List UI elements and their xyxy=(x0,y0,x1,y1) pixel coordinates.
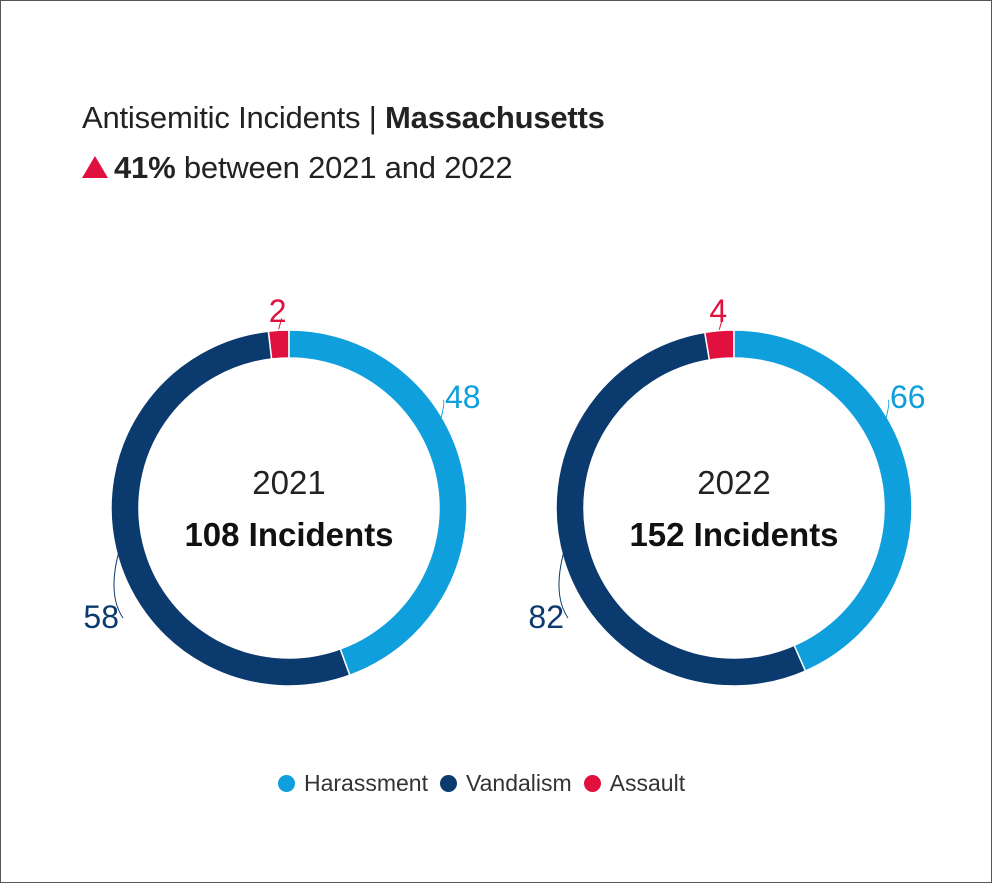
legend-dot-icon xyxy=(278,775,295,792)
data-label-assault: 2 xyxy=(269,293,287,329)
donut-chart-2021: 2021 108 Incidents 48 58 2 xyxy=(83,293,481,687)
leader-line-assault xyxy=(718,318,723,330)
chart-title: Antisemitic Incidents | Massachusetts xyxy=(82,100,605,136)
leader-line-harassment xyxy=(878,399,890,441)
legend-item-assault: Assault xyxy=(583,770,686,797)
data-label-harassment: 48 xyxy=(445,379,481,415)
data-label-vandalism: 58 xyxy=(83,599,119,635)
total-label: 108 Incidents xyxy=(184,516,393,553)
title-state: Massachusetts xyxy=(385,100,605,135)
leader-line-harassment xyxy=(433,399,445,441)
legend-label: Assault xyxy=(609,770,686,796)
chart-subtitle: 41% between 2021 and 2022 xyxy=(82,150,513,186)
leader-line-assault xyxy=(278,318,283,330)
legend-dot-icon xyxy=(439,775,457,792)
donut-chart-2022: 2022 152 Incidents 66 82 4 xyxy=(528,293,926,687)
up-triangle-icon xyxy=(82,156,108,178)
legend-item-vandalism: Vandalism xyxy=(439,770,572,797)
total-label: 152 Incidents xyxy=(629,516,838,553)
data-label-assault: 4 xyxy=(709,293,727,329)
legend-label: Harassment xyxy=(304,770,428,796)
leader-line-vandalism xyxy=(113,550,124,619)
legend-dot-icon xyxy=(583,775,601,792)
donut-segment-vandalism xyxy=(110,330,351,687)
data-label-vandalism: 82 xyxy=(528,599,564,635)
leader-line-vandalism xyxy=(558,550,569,619)
chart-legend: Harassment Vandalism Assault xyxy=(278,770,697,797)
change-percent: 41% xyxy=(114,150,176,185)
change-text: between 2021 and 2022 xyxy=(175,150,513,185)
title-prefix: Antisemitic Incidents | xyxy=(82,100,386,135)
donut-segment-harassment xyxy=(288,329,468,677)
legend-label: Vandalism xyxy=(465,770,572,796)
data-label-harassment: 66 xyxy=(890,379,926,415)
year-label: 2022 xyxy=(697,464,770,501)
legend-item-harassment: Harassment xyxy=(278,770,428,797)
year-label: 2021 xyxy=(252,464,325,501)
donut-segment-vandalism xyxy=(555,331,807,687)
donut-segment-harassment xyxy=(733,329,913,672)
